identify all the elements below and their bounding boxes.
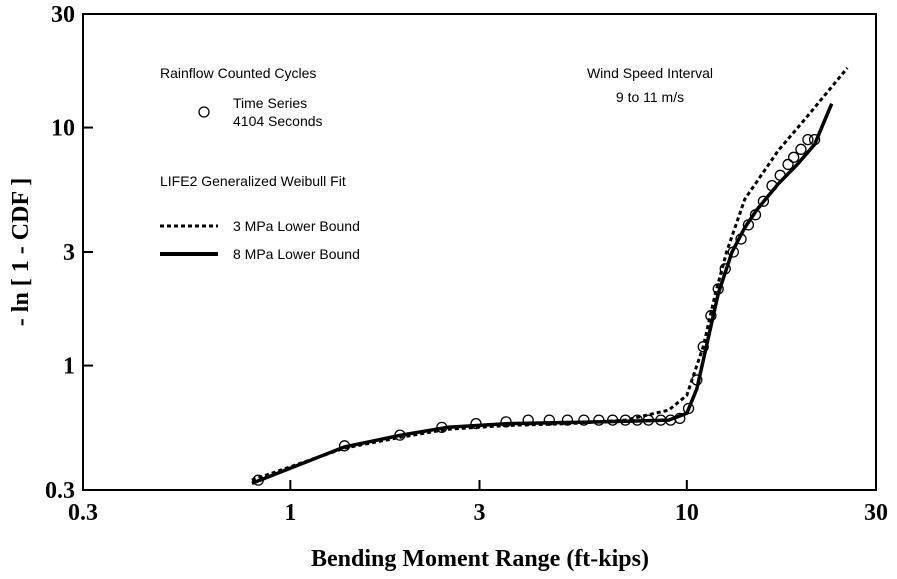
data-point <box>795 143 807 155</box>
legend-marker <box>198 106 210 118</box>
x-tick-label: 1 <box>284 500 296 526</box>
x-axis-label: Bending Moment Range (ft-kips) <box>311 546 649 572</box>
x-tick-label: 3 <box>474 500 486 526</box>
data-line <box>251 67 849 482</box>
annotation: 9 to 11 m/s <box>616 89 684 105</box>
legend-label: 8 MPa Lower Bound <box>233 246 360 262</box>
x-tick-label: 30 <box>864 500 888 526</box>
data-point <box>757 195 770 207</box>
legend-note: 4104 Seconds <box>233 113 323 129</box>
y-tick-label: 10 <box>51 116 75 142</box>
legend-label: 3 MPa Lower Bound <box>233 218 360 234</box>
data-point <box>782 158 794 171</box>
legend-group: Rainflow Counted Cycles <box>160 65 316 81</box>
y-axis-label: - ln [ 1 - CDF ] <box>8 178 34 326</box>
data-point <box>788 151 800 163</box>
legend-label: Time Series <box>233 95 307 111</box>
y-tick-label: 0.3 <box>45 478 75 504</box>
y-tick-label: 3 <box>63 240 75 266</box>
legend-group: LIFE2 Generalized Weibull Fit <box>160 173 346 189</box>
x-tick-label: 10 <box>675 500 699 526</box>
data-point <box>802 133 814 146</box>
y-tick-label: 1 <box>63 354 75 380</box>
annotation: Wind Speed Interval <box>587 65 713 81</box>
y-tick-label: 30 <box>51 2 75 28</box>
data-line <box>251 103 834 485</box>
x-tick-label: 0.3 <box>68 500 98 526</box>
data-point <box>578 414 590 426</box>
